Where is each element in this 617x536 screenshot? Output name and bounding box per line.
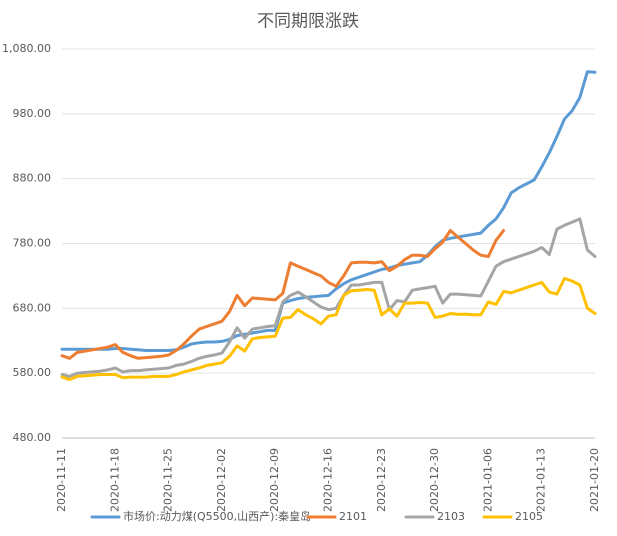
y-tick-label: 880.00 bbox=[13, 172, 52, 185]
series-line bbox=[60, 217, 597, 378]
x-tick-label: 2020-11-18 bbox=[108, 448, 121, 512]
legend-label: 市场价:动力煤(Q5500,山西产):秦皇岛 bbox=[123, 509, 311, 523]
x-tick-label: 2021-01-13 bbox=[535, 448, 548, 512]
series-line bbox=[60, 229, 506, 360]
y-tick-label: 480.00 bbox=[13, 431, 52, 444]
y-tick-label: 980.00 bbox=[13, 107, 52, 120]
x-tick-label: 2021-01-20 bbox=[588, 448, 601, 512]
x-tick-label: 2020-12-16 bbox=[322, 448, 335, 512]
x-tick-label: 2020-12-30 bbox=[428, 448, 441, 512]
series-line bbox=[60, 70, 597, 352]
x-tick-label: 2020-11-11 bbox=[55, 448, 68, 512]
legend-label: 2105 bbox=[515, 510, 543, 523]
chart-title: 不同期限涨跌 bbox=[257, 12, 359, 32]
x-tick-label: 2020-12-09 bbox=[268, 448, 281, 512]
y-tick-label: 580.00 bbox=[13, 366, 52, 379]
x-tick-label: 2021-01-06 bbox=[481, 448, 494, 512]
y-tick-label: 680.00 bbox=[13, 301, 52, 314]
series-line bbox=[60, 277, 597, 382]
legend-label: 2103 bbox=[437, 510, 465, 523]
x-tick-label: 2020-12-23 bbox=[375, 448, 388, 512]
y-tick-label: 1,080.00 bbox=[2, 42, 51, 55]
legend-label: 2101 bbox=[339, 510, 367, 523]
y-tick-label: 780.00 bbox=[13, 237, 52, 250]
x-tick-label: 2020-12-02 bbox=[215, 448, 228, 512]
x-tick-label: 2020-11-25 bbox=[162, 448, 175, 512]
